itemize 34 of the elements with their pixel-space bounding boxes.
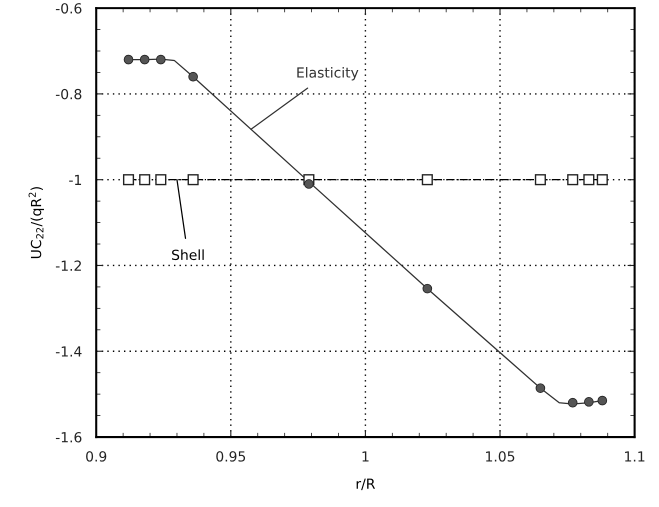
x-axis-title: r/R bbox=[356, 478, 376, 490]
point bbox=[584, 397, 594, 407]
y-tick-label: -1 bbox=[69, 174, 82, 185]
point bbox=[583, 174, 594, 186]
point bbox=[598, 396, 608, 406]
x-tick-label: 1.1 bbox=[625, 451, 644, 462]
y-tick-label: -1.4 bbox=[56, 346, 82, 357]
point bbox=[536, 383, 546, 393]
y-tick-label: -0.6 bbox=[56, 3, 82, 14]
y-tick-label: -1.6 bbox=[56, 432, 82, 443]
x-tick-label: 0.9 bbox=[86, 451, 106, 462]
point bbox=[188, 174, 199, 186]
point bbox=[188, 72, 198, 82]
point bbox=[122, 174, 134, 186]
y-tick-label: -1.2 bbox=[56, 260, 81, 271]
y-axis-title: UC$_{22}$/(qR$^{2}$) bbox=[28, 187, 44, 258]
point bbox=[124, 54, 134, 64]
point bbox=[156, 54, 166, 64]
point bbox=[596, 174, 608, 186]
text: Elasticity bbox=[297, 67, 358, 80]
y-tick-label: -0.8 bbox=[56, 88, 82, 100]
x-tick-label: 1.05 bbox=[486, 451, 514, 462]
point bbox=[139, 174, 150, 186]
point bbox=[422, 174, 433, 186]
point bbox=[155, 174, 166, 186]
x-tick-label: 1 bbox=[362, 451, 369, 462]
x-tick-label: 0.95 bbox=[216, 451, 246, 462]
point bbox=[534, 174, 546, 186]
point bbox=[567, 174, 578, 186]
point bbox=[304, 179, 314, 189]
point bbox=[140, 54, 150, 64]
text: Shell bbox=[172, 249, 204, 260]
point bbox=[422, 284, 432, 294]
point bbox=[568, 398, 578, 408]
